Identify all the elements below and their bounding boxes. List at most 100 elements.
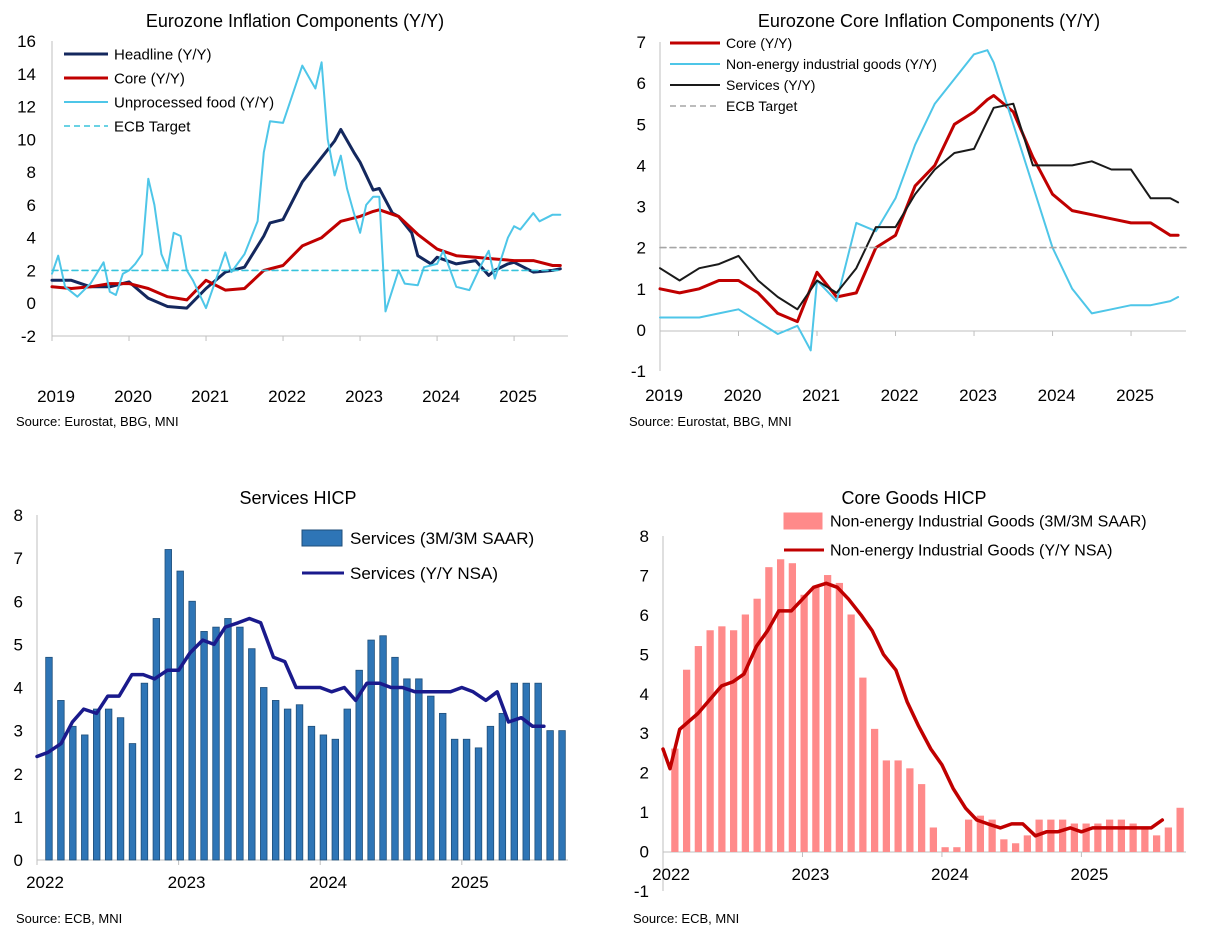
y-tick-label: 2 — [640, 764, 649, 783]
bar — [1023, 835, 1032, 852]
y-tick-label: 3 — [640, 724, 649, 743]
bar — [319, 734, 328, 861]
bar — [427, 695, 435, 861]
bar — [882, 760, 891, 852]
y-tick-label: 3 — [637, 198, 646, 217]
bar — [450, 738, 459, 861]
bar — [116, 717, 125, 861]
chart-panel-services-hicp: Services HICP — [239, 488, 356, 508]
bar — [57, 700, 65, 861]
bar — [753, 598, 761, 852]
bar — [964, 819, 973, 852]
bar — [1058, 819, 1067, 852]
x-tick-label: 2023 — [792, 865, 830, 884]
bar — [224, 618, 232, 861]
bar — [1117, 819, 1126, 852]
x-tick-label: 2023 — [959, 386, 997, 405]
chart-panel-inflation-components: Eurozone Inflation Components (Y/Y) — [146, 11, 444, 31]
series-line-headline-y-y — [50, 128, 562, 310]
y-tick-label: 2 — [27, 261, 36, 280]
legend-entry: Core (Y/Y) — [726, 35, 792, 51]
y-tick-label: 7 — [14, 549, 23, 568]
y-tick-label: -1 — [631, 362, 646, 381]
bar — [474, 747, 483, 861]
bar — [870, 728, 879, 852]
x-tick-label: 2021 — [191, 387, 229, 406]
bar — [152, 618, 161, 861]
bar — [558, 730, 566, 861]
bar — [212, 626, 220, 861]
legend-entry: Non-energy Industrial Goods (3M/3M SAAR) — [830, 514, 1147, 531]
x-tick-label: 2024 — [1038, 386, 1076, 405]
bar — [307, 725, 316, 861]
chart-panel-core-goods-hicp: Core Goods HICP — [841, 488, 986, 508]
bar — [283, 708, 292, 861]
chart-title: Services HICP — [239, 488, 356, 508]
bar — [929, 827, 938, 852]
bar — [69, 725, 77, 861]
legend-entry: Services (Y/Y NSA) — [350, 564, 498, 583]
y-tick-label: 14 — [17, 65, 36, 84]
bar — [953, 847, 961, 852]
series-line-services-y-y-nsa — [35, 616, 546, 759]
bar — [906, 768, 914, 852]
y-tick-label: 2 — [14, 765, 23, 784]
bar — [510, 682, 518, 861]
y-tick-label: 5 — [14, 635, 23, 654]
bar — [823, 575, 832, 852]
bar — [976, 815, 985, 852]
bar — [1011, 843, 1020, 852]
legend-entry: Non-energy Industrial Goods (Y/Y NSA) — [830, 543, 1113, 560]
bar — [729, 630, 738, 852]
chart-title: Eurozone Core Inflation Components (Y/Y) — [758, 11, 1100, 31]
y-tick-label: 1 — [14, 808, 23, 827]
x-tick-label: 2020 — [114, 387, 152, 406]
y-tick-label: 5 — [637, 115, 646, 134]
x-tick-label: 2024 — [931, 865, 969, 884]
x-tick-label: 2021 — [802, 386, 840, 405]
x-tick-label: 2024 — [309, 873, 347, 892]
chart-panel-core-components: Eurozone Core Inflation Components (Y/Y) — [758, 11, 1100, 31]
y-tick-label: 2 — [637, 239, 646, 258]
bar — [1000, 839, 1008, 852]
bar — [271, 700, 280, 861]
bar — [295, 704, 304, 861]
x-tick-label: 2022 — [652, 865, 690, 884]
legend-entry: Services (Y/Y) — [726, 77, 815, 93]
series-line-services-y-y — [659, 102, 1180, 311]
bar — [140, 682, 149, 861]
bar — [522, 682, 530, 861]
bar — [1152, 835, 1161, 852]
y-tick-label: 0 — [27, 294, 36, 313]
bar — [498, 712, 507, 861]
bar — [379, 635, 387, 861]
chart-source-note: Source: ECB, MNI — [16, 911, 123, 926]
y-tick-label: 4 — [14, 679, 23, 698]
bar — [331, 738, 340, 861]
bar — [741, 614, 750, 852]
y-tick-label: 0 — [14, 851, 23, 870]
y-tick-label: 8 — [27, 163, 36, 182]
x-tick-label: 2022 — [881, 386, 919, 405]
y-tick-label: 16 — [17, 32, 36, 51]
chart-title: Core Goods HICP — [841, 488, 986, 508]
y-tick-label: 6 — [640, 606, 649, 625]
x-tick-label: 2022 — [268, 387, 306, 406]
legend-entry: ECB Target — [726, 98, 797, 114]
series-line-non-energy-industrial-goods-y-y-nsa — [661, 581, 1165, 838]
y-tick-label: 4 — [27, 229, 36, 248]
legend-entry: Unprocessed food (Y/Y) — [114, 94, 274, 111]
bar — [81, 734, 89, 861]
y-tick-label: 10 — [17, 130, 36, 149]
bar — [391, 656, 399, 861]
bar — [788, 563, 797, 852]
bar — [835, 582, 844, 852]
x-tick-label: 2020 — [724, 386, 762, 405]
y-tick-label: 4 — [637, 156, 646, 175]
bar — [546, 730, 554, 861]
bar — [1129, 823, 1137, 852]
bar — [706, 630, 714, 852]
legend-entry: Headline (Y/Y) — [114, 46, 212, 63]
bar — [343, 708, 351, 861]
x-tick-label: 2025 — [1070, 865, 1108, 884]
